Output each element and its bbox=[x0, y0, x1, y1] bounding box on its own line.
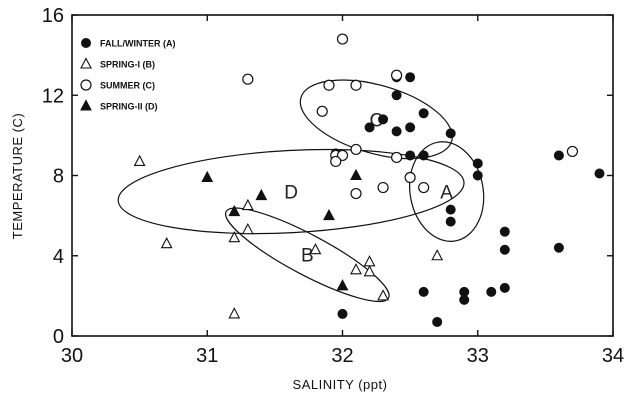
ellipse-d bbox=[117, 148, 465, 235]
point-filled-circle bbox=[418, 108, 429, 119]
point-open-circle bbox=[336, 33, 349, 45]
point-open-triangle bbox=[228, 231, 241, 243]
x-axis-title: SALINITY (ppt) bbox=[293, 377, 388, 392]
point-open-circle bbox=[391, 151, 403, 164]
y-axis-title: TEMPERATURE (C) bbox=[10, 113, 25, 239]
legend-label: SPRING-I (B) bbox=[100, 60, 155, 70]
axis-ticks: 30 31 32 33 34 0 4 8 12 16 bbox=[42, 5, 624, 367]
point-filled-triangle bbox=[228, 204, 241, 217]
point-open-triangle bbox=[350, 263, 362, 275]
point-filled-circle bbox=[499, 226, 510, 237]
point-filled-circle bbox=[445, 204, 456, 215]
point-filled-circle bbox=[499, 282, 510, 293]
point-open-triangle bbox=[133, 154, 146, 167]
point-filled-triangle bbox=[336, 279, 349, 291]
legend-label: FALL/WINTER (A) bbox=[100, 39, 176, 49]
point-filled-circle bbox=[337, 308, 348, 319]
point-filled-circle bbox=[364, 122, 375, 133]
x-tick-label: 30 bbox=[61, 345, 83, 367]
point-filled-circle bbox=[432, 316, 443, 327]
point-filled-circle bbox=[405, 150, 416, 161]
point-filled-circle bbox=[445, 128, 456, 139]
point-open-circle bbox=[350, 187, 362, 200]
point-filled-circle bbox=[472, 158, 483, 169]
legend-marker-filled-triangle bbox=[80, 99, 92, 111]
point-open-triangle bbox=[228, 307, 241, 319]
point-open-triangle bbox=[377, 289, 389, 301]
y-tick-label: 12 bbox=[42, 85, 64, 107]
point-open-triangle bbox=[241, 222, 254, 235]
point-open-circle bbox=[377, 181, 389, 194]
point-filled-circle bbox=[553, 150, 564, 161]
point-filled-triangle bbox=[350, 168, 362, 181]
point-filled-circle bbox=[486, 286, 497, 297]
point-open-circle bbox=[330, 155, 342, 168]
point-filled-circle bbox=[459, 286, 470, 297]
point-open-circle bbox=[350, 79, 362, 91]
point-filled-circle bbox=[418, 286, 429, 297]
y-tick-label: 16 bbox=[42, 5, 64, 27]
ellipse-a bbox=[409, 141, 485, 242]
point-filled-circle bbox=[391, 90, 402, 101]
point-open-circle bbox=[323, 79, 335, 91]
legend-marker-open-circle bbox=[80, 79, 92, 91]
ellipse-label-b: B bbox=[301, 246, 314, 267]
point-open-circle bbox=[566, 145, 579, 158]
point-filled-circle bbox=[594, 168, 605, 179]
legend: FALL/WINTER (A) SPRING-I (B) SUMMER (C) SPR… bbox=[80, 38, 176, 112]
point-filled-triangle bbox=[255, 188, 268, 201]
x-tick-label: 34 bbox=[602, 345, 624, 367]
point-open-triangle bbox=[363, 265, 376, 277]
point-open-triangle bbox=[309, 243, 322, 255]
y-tick-label: 4 bbox=[53, 246, 64, 268]
legend-marker-open-triangle bbox=[80, 57, 92, 69]
point-open-circle bbox=[316, 105, 328, 117]
x-tick-label: 33 bbox=[467, 345, 489, 367]
legend-marker-filled-circle bbox=[81, 38, 91, 48]
point-open-circle bbox=[242, 73, 254, 85]
point-open-circle bbox=[350, 143, 362, 156]
point-filled-circle bbox=[405, 72, 416, 83]
point-open-triangle bbox=[431, 249, 444, 261]
legend-label: SPRING-II (D) bbox=[100, 102, 158, 112]
ellipse-c bbox=[299, 79, 453, 160]
point-filled-circle bbox=[378, 114, 389, 125]
point-open-triangle bbox=[160, 237, 173, 249]
point-filled-circle bbox=[405, 122, 416, 133]
point-filled-circle bbox=[459, 294, 470, 305]
point-filled-triangle bbox=[323, 208, 335, 221]
point-open-triangle bbox=[241, 198, 254, 211]
point-filled-circle bbox=[445, 216, 456, 227]
point-open-circle bbox=[418, 181, 430, 194]
y-tick-label: 0 bbox=[53, 326, 64, 348]
ellipse-label-a: A bbox=[440, 183, 453, 204]
points-layer bbox=[133, 33, 605, 327]
point-open-triangle bbox=[363, 255, 376, 267]
point-filled-circle bbox=[391, 126, 402, 137]
x-tick-label: 32 bbox=[331, 345, 353, 367]
point-filled-circle bbox=[418, 150, 429, 161]
ellipse-b bbox=[224, 207, 390, 303]
ellipse-label-d: D bbox=[284, 183, 298, 204]
point-filled-circle bbox=[472, 170, 483, 181]
legend-label: SUMMER (C) bbox=[100, 81, 155, 91]
point-open-circle bbox=[404, 171, 416, 184]
x-tick-label: 31 bbox=[196, 345, 218, 367]
point-open-circle bbox=[391, 69, 403, 81]
point-filled-circle bbox=[499, 244, 510, 255]
y-tick-label: 8 bbox=[53, 166, 64, 188]
point-filled-circle bbox=[553, 242, 564, 253]
point-filled-triangle bbox=[201, 170, 214, 183]
